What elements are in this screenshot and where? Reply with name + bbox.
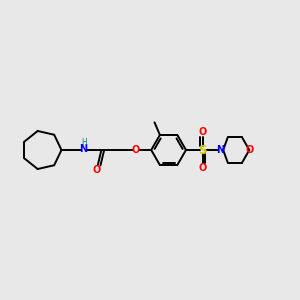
Text: O: O [92, 165, 101, 176]
Text: N: N [79, 144, 88, 154]
Text: O: O [131, 145, 140, 155]
Text: N: N [216, 145, 225, 155]
Text: O: O [245, 145, 254, 155]
Text: O: O [198, 163, 207, 173]
Text: S: S [198, 143, 207, 157]
Text: O: O [198, 127, 207, 137]
Text: H: H [81, 138, 87, 147]
